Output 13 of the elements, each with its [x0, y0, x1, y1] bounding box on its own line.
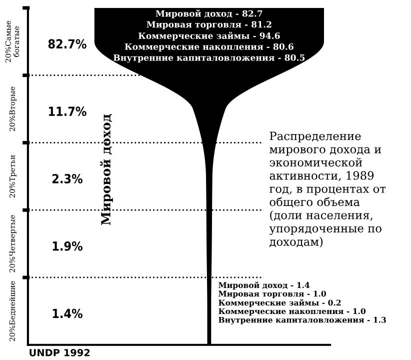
text: Мировая торговля - 81.2 [146, 21, 272, 30]
chart-title: Распределение мирового дохода и экономической активности, 1989 год, в процентах от общего объема (доли населения, упорядоченные по доходам) [269, 132, 386, 248]
text: Коммерческие займы - 94.6 [138, 32, 280, 41]
data-label: 1.9% [52, 241, 82, 251]
data-label: 82.7% [48, 39, 86, 49]
data-label: 11.7% [48, 106, 86, 116]
data-label: 2.3% [52, 174, 82, 184]
text: Внутренние капиталовложения - 80.5 [114, 54, 305, 63]
text: UNDP 1992 [30, 348, 90, 356]
text: Мировой доход [100, 114, 113, 225]
data-label: 1.4% [52, 308, 82, 318]
text: Мировой доход - 82.7 [156, 10, 262, 18]
text: Коммерческие накопления - 80.6 [124, 43, 294, 52]
